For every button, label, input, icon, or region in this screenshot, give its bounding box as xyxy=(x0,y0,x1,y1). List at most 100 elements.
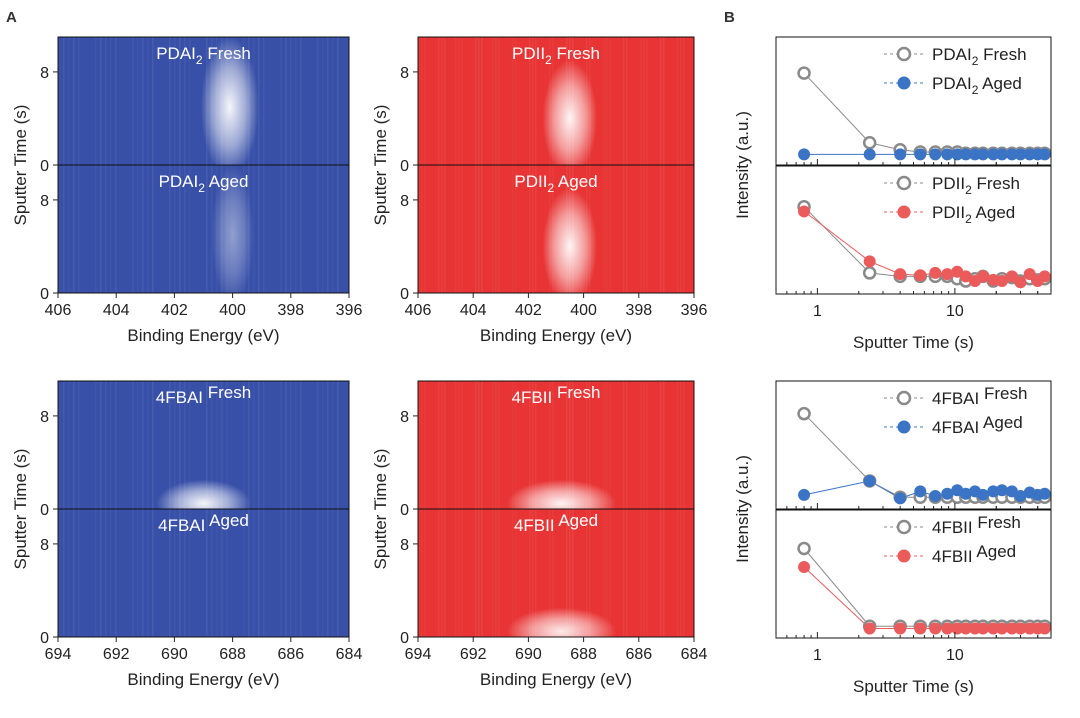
data-point xyxy=(894,492,907,505)
heatmap-streak xyxy=(317,509,319,637)
heatmap-panel xyxy=(418,381,694,509)
heatmap-streak xyxy=(643,37,645,165)
heatmap-streak xyxy=(680,165,682,293)
heatmap-streak xyxy=(300,165,302,293)
heatmap-title: 4FBAI Aged xyxy=(158,511,249,535)
heatmap-streak xyxy=(646,509,648,637)
heatmap-streak xyxy=(660,381,662,509)
heatmap-streak xyxy=(421,381,423,509)
heatmap-streak xyxy=(663,165,665,293)
heatmap-streak xyxy=(63,37,65,165)
legend-label: PDAI2 Aged xyxy=(932,74,1022,97)
heatmap-streak xyxy=(290,37,292,165)
heatmap-streak xyxy=(147,509,149,637)
heatmap-panel xyxy=(58,509,349,637)
heatmap-streak xyxy=(100,37,102,165)
x-tick-label: 690 xyxy=(515,646,542,663)
heatmap-streak xyxy=(492,381,494,509)
heatmap-streak xyxy=(152,509,154,637)
heatmap-streak xyxy=(147,165,149,293)
heatmap-streak xyxy=(481,381,483,509)
heatmap-streak xyxy=(646,165,648,293)
data-point xyxy=(914,485,927,498)
heatmap-streak xyxy=(444,381,446,509)
heatmap-streak xyxy=(640,37,642,165)
heatmap-streak xyxy=(424,381,426,509)
heatmap-streak xyxy=(226,381,228,509)
heatmap-streak xyxy=(529,509,531,637)
heatmap-streak xyxy=(115,37,117,165)
heatmap-title: 4FBAI Fresh xyxy=(156,383,251,407)
x-tick-label: 688 xyxy=(570,646,597,663)
x-tick-label: 398 xyxy=(277,302,304,319)
data-point xyxy=(863,148,876,161)
heatmap-streak xyxy=(63,509,65,637)
heatmap-streak xyxy=(660,37,662,165)
heatmap-streak xyxy=(424,37,426,165)
heatmap-peak xyxy=(506,607,617,637)
x-tick-label: 694 xyxy=(405,646,432,663)
heatmap-streak xyxy=(683,37,685,165)
heatmap-streak xyxy=(643,381,645,509)
heatmap-streak xyxy=(478,37,480,165)
data-point xyxy=(1023,268,1036,281)
heatmap-streak xyxy=(461,509,463,637)
heatmap-streak xyxy=(78,165,80,293)
heatmap-streak xyxy=(495,165,497,293)
heatmap-streak xyxy=(660,509,662,637)
heatmap-streak xyxy=(174,165,176,293)
heatmap-streak xyxy=(458,381,460,509)
heatmap-title: 4FBII Aged xyxy=(514,511,598,535)
data-point xyxy=(797,541,811,556)
heatmap-title: PDAI2 Fresh xyxy=(156,44,251,67)
x-tick-label: 1 xyxy=(813,647,822,664)
heatmap-streak xyxy=(290,509,292,637)
legend-label: PDII2 Aged xyxy=(932,203,1015,226)
data-point xyxy=(995,484,1008,497)
heatmap-streak xyxy=(535,381,537,509)
heatmap-streak xyxy=(677,165,679,293)
legend-marker xyxy=(897,549,911,563)
legend-marker xyxy=(896,390,912,406)
heatmap-title: 4FBII Fresh xyxy=(512,383,601,407)
heatmap-streak xyxy=(680,37,682,165)
heatmap-streak xyxy=(332,37,334,165)
heatmap-streak xyxy=(68,381,70,509)
heatmap-streak xyxy=(586,509,588,637)
heatmap-streak xyxy=(492,37,494,165)
data-point xyxy=(863,255,876,268)
heatmap-streak xyxy=(115,509,117,637)
heatmap-peak xyxy=(211,165,254,293)
heatmap-streak xyxy=(498,509,500,637)
heatmap-streak xyxy=(73,165,75,293)
heatmap-streak xyxy=(285,509,287,637)
heatmap-streak xyxy=(495,381,497,509)
heatmap-streak xyxy=(169,509,171,637)
heatmap-streak xyxy=(226,509,228,637)
data-point xyxy=(976,488,989,501)
heatmap-streak xyxy=(572,509,574,637)
data-point xyxy=(929,490,942,503)
heatmap-peak xyxy=(156,479,251,509)
heatmap-streak xyxy=(589,381,591,509)
data-point xyxy=(1005,270,1018,283)
heatmap-streak xyxy=(100,381,102,509)
legend-label: PDAI2 Fresh xyxy=(932,45,1027,68)
heatmap-streak xyxy=(529,381,531,509)
heatmap-streak xyxy=(603,165,605,293)
data-point xyxy=(976,622,989,635)
heatmap-streak xyxy=(461,37,463,165)
heatmap-streak xyxy=(322,37,324,165)
heatmap-streak xyxy=(498,165,500,293)
heatmap-streak xyxy=(295,381,297,509)
y-axis-label: Sputter Time (s) xyxy=(371,105,390,226)
heatmap-title: PDII2 Fresh xyxy=(512,44,600,67)
heatmap-frame xyxy=(417,508,695,638)
x-tick-label: 406 xyxy=(45,302,72,319)
y-tick-label: 0 xyxy=(400,630,409,647)
heatmap-streak xyxy=(95,381,97,509)
heatmap-streak xyxy=(152,165,154,293)
data-point xyxy=(894,622,907,635)
x-tick-label: 692 xyxy=(103,646,130,663)
heatmap-streak xyxy=(263,165,265,293)
